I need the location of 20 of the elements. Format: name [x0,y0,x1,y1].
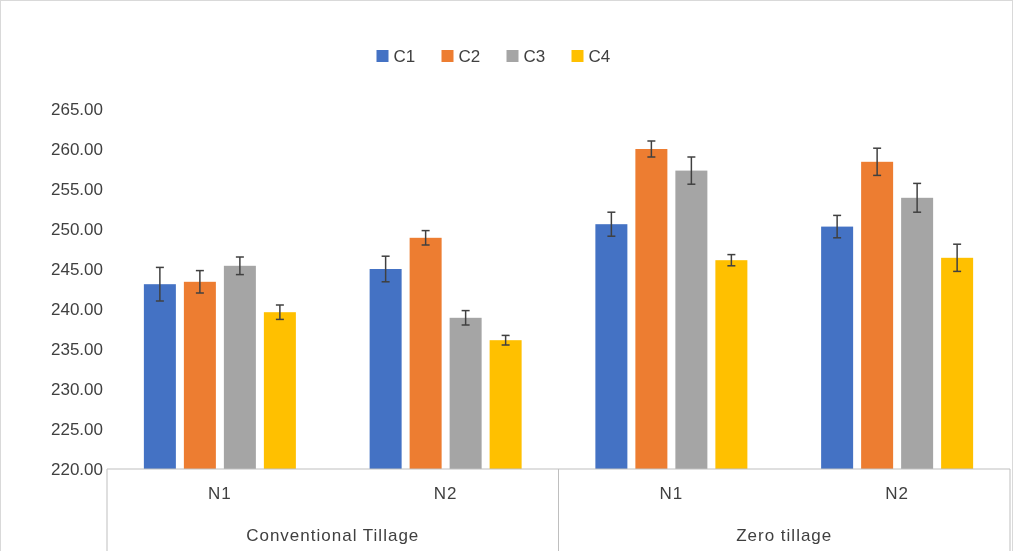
text: Conventional Tillage [246,526,420,545]
y-tick-label: 265.00 [51,99,103,119]
y-tick-label: 245.00 [51,259,103,279]
y-tick-label: 255.00 [51,179,103,199]
y-tick-label: 220.00 [51,459,103,479]
y-tick-label: 260.00 [51,139,103,159]
x-tick-label: N1 [208,484,232,503]
y-tick-label: 250.00 [51,219,103,239]
y-tick-label: 235.00 [51,339,103,359]
text: Zero tillage [736,526,833,545]
legend-label: C4 [588,46,611,66]
legend-label: C2 [458,46,481,66]
x-tick-label: N2 [885,484,909,503]
x-tick-label: N1 [659,484,684,503]
legend-label: C3 [523,46,546,66]
y-tick-label: 230.00 [51,379,103,399]
y-tick-label: 225.00 [51,419,103,439]
legend-label: C1 [393,46,416,66]
y-tick-label: 240.00 [51,299,103,319]
x-tick-label: N2 [433,484,458,503]
